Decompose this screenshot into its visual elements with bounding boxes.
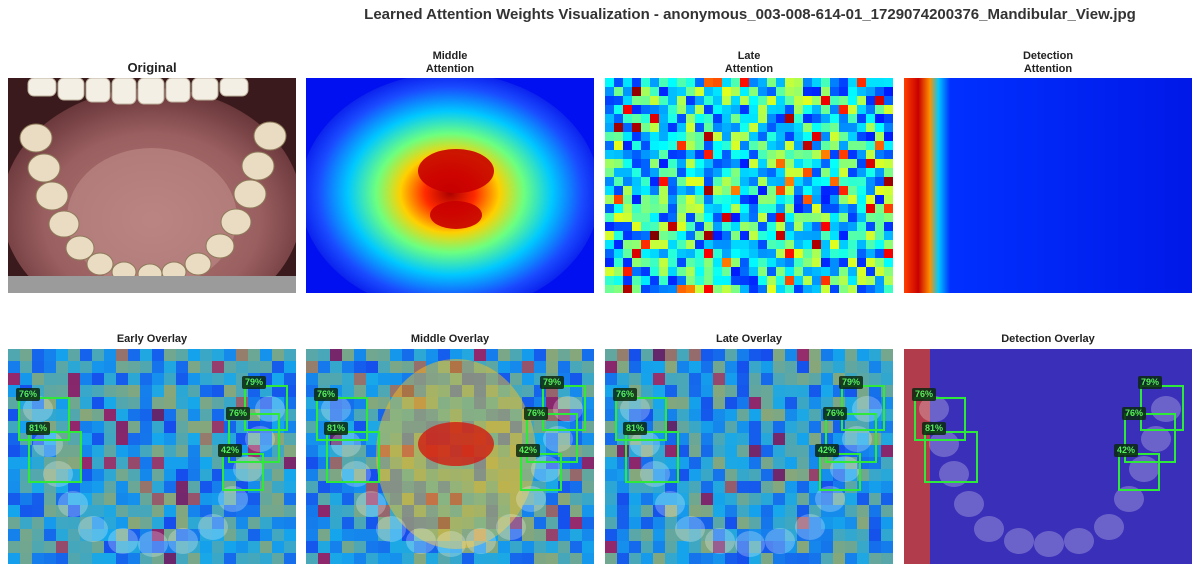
panel-title-late-overlay: Late Overlay (715, 333, 783, 345)
detection-confidence-label: 76% (226, 407, 251, 420)
detection-box (18, 397, 70, 441)
detection-confidence-label: 42% (218, 444, 243, 457)
detection-confidence-label: 79% (839, 376, 864, 389)
late-attention-heatmap (605, 78, 893, 293)
detection-confidence-label: 76% (1122, 407, 1147, 420)
panel-title-late-attention: Late Attention (724, 50, 774, 75)
detection-confidence-label: 42% (815, 444, 840, 457)
detection-box (625, 431, 679, 483)
detection-box (520, 453, 562, 491)
detection-confidence-label: 76% (314, 388, 339, 401)
panel-title-detection-overlay: Detection Overlay (1001, 333, 1095, 345)
detection-box (228, 413, 280, 463)
middle-attention-heatmap (306, 78, 594, 293)
detection-box (825, 413, 877, 463)
figure-title: Learned Attention Weights Visualization … (364, 6, 1136, 23)
detection-box (819, 453, 861, 491)
panel-title-middle-overlay: Middle Overlay (410, 333, 490, 345)
detection-confidence-label: 79% (1138, 376, 1163, 389)
detection-box (615, 397, 667, 441)
detection-box (28, 431, 82, 483)
detection-box (316, 397, 368, 441)
detection-overlay: 76% 81% 79% 76% 42% (904, 349, 1192, 564)
detection-box (1124, 413, 1176, 463)
panel-title-early-overlay: Early Overlay (116, 333, 188, 345)
original-photo (8, 78, 296, 293)
detection-confidence-label: 76% (823, 407, 848, 420)
detection-box (526, 413, 578, 463)
detection-box (914, 397, 966, 441)
detection-confidence-label: 76% (16, 388, 41, 401)
detection-confidence-label: 79% (242, 376, 267, 389)
detection-box (222, 453, 264, 491)
middle-overlay: 76% 81% 79% 76% 42% (306, 349, 594, 564)
detection-confidence-label: 81% (922, 422, 947, 435)
detection-box (924, 431, 978, 483)
detection-confidence-label: 81% (26, 422, 51, 435)
detection-box (1118, 453, 1160, 491)
detection-attention-heatmap (904, 78, 1192, 293)
detection-box (326, 431, 380, 483)
detection-confidence-label: 42% (516, 444, 541, 457)
detection-confidence-label: 42% (1114, 444, 1139, 457)
detection-confidence-label: 81% (623, 422, 648, 435)
panel-title-original: Original (127, 60, 177, 75)
detection-confidence-label: 76% (524, 407, 549, 420)
detection-confidence-label: 76% (613, 388, 638, 401)
panel-title-middle-attention: Middle Attention (425, 50, 475, 75)
detection-confidence-label: 79% (540, 376, 565, 389)
detection-confidence-label: 81% (324, 422, 349, 435)
panel-title-detection-attention: Detection Attention (1022, 50, 1074, 75)
detection-confidence-label: 76% (912, 388, 937, 401)
early-overlay: 76% 81% 79% 76% 42% (8, 349, 296, 564)
late-overlay: 76% 81% 79% 76% 42% (605, 349, 893, 564)
